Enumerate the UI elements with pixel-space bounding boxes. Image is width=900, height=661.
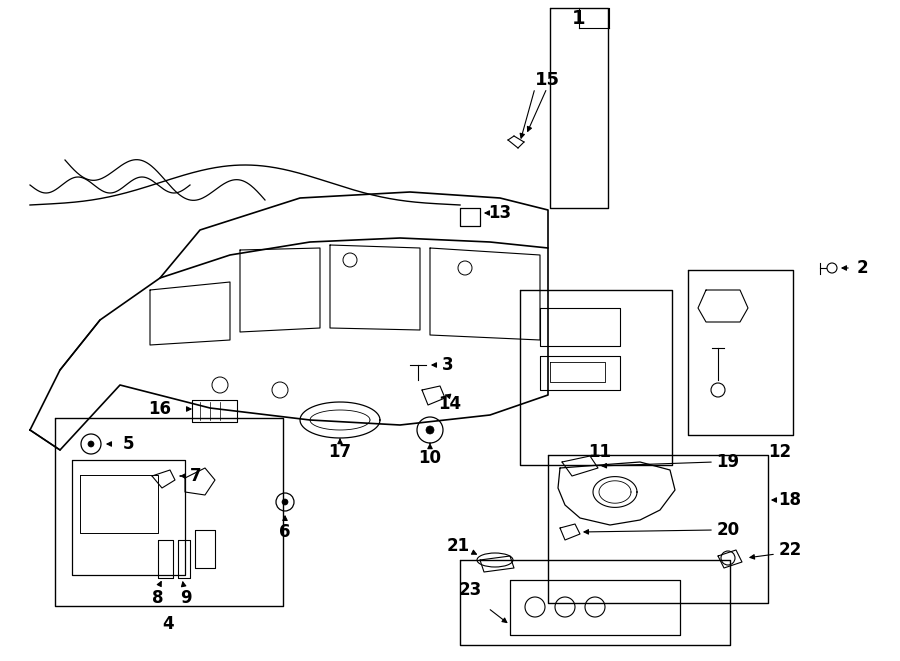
Text: 1: 1: [572, 9, 586, 28]
Text: 4: 4: [162, 615, 174, 633]
Text: 16: 16: [148, 400, 172, 418]
Text: 20: 20: [716, 521, 740, 539]
Text: 2: 2: [856, 259, 868, 277]
Text: 23: 23: [458, 581, 482, 599]
Text: 22: 22: [778, 541, 802, 559]
Circle shape: [426, 426, 434, 434]
Text: 13: 13: [489, 204, 511, 222]
Text: 14: 14: [438, 395, 462, 413]
Text: 9: 9: [180, 589, 192, 607]
Text: 8: 8: [152, 589, 164, 607]
Text: 18: 18: [778, 491, 802, 509]
Text: 21: 21: [446, 537, 470, 555]
Text: 19: 19: [716, 453, 740, 471]
Text: 10: 10: [418, 449, 442, 467]
Text: 5: 5: [122, 435, 134, 453]
Text: 11: 11: [589, 443, 611, 461]
Circle shape: [88, 441, 94, 447]
Text: 7: 7: [190, 467, 202, 485]
Circle shape: [282, 499, 288, 505]
Text: 6: 6: [279, 523, 291, 541]
Text: 12: 12: [769, 443, 792, 461]
Text: 15: 15: [535, 71, 560, 89]
Text: 17: 17: [328, 443, 352, 461]
Text: 3: 3: [442, 356, 454, 374]
